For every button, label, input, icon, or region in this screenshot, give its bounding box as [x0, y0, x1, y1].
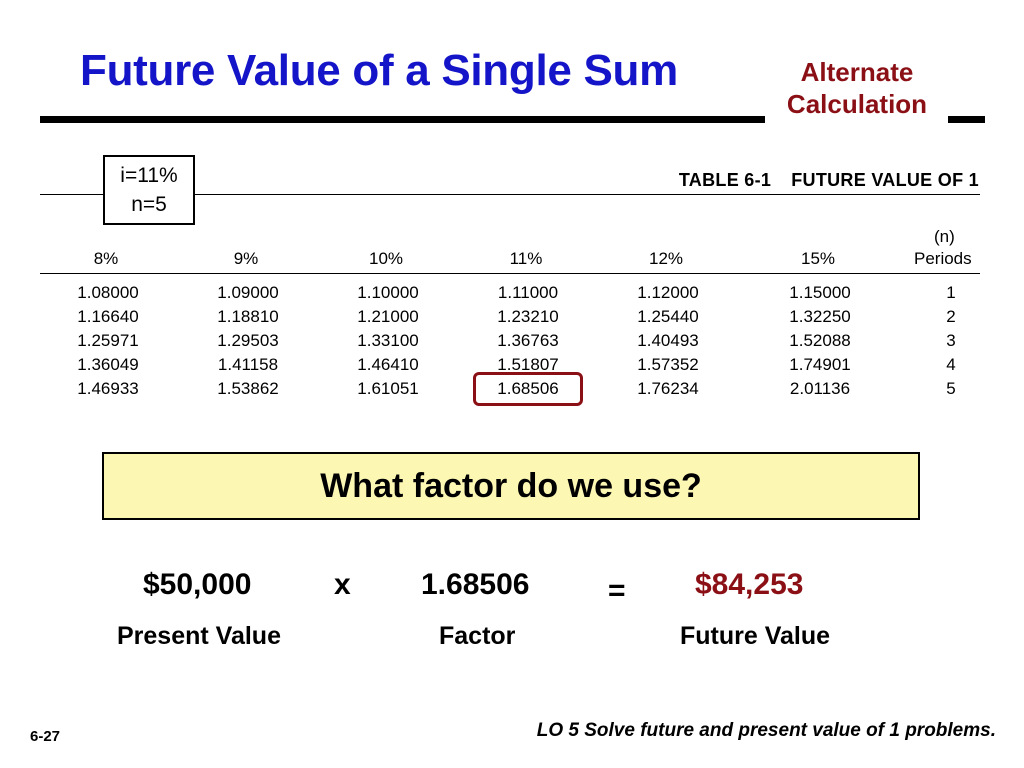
factor-cell: 1.21000	[357, 307, 419, 326]
factor-cell: 1.76234	[637, 379, 699, 398]
factor-cell: 1.51807	[497, 355, 559, 374]
period-cell: 3	[946, 331, 956, 350]
rate-header-9pct: 9%	[233, 249, 259, 268]
factor-cell: 1.18810	[217, 307, 279, 326]
factor-cell: 1.32250	[789, 307, 851, 326]
interest-rate-input: i=11%	[120, 164, 178, 187]
factor-cell: 1.68506	[497, 379, 559, 398]
factor-cell: 1.36049	[77, 355, 139, 374]
factor-cell: 1.29503	[217, 331, 279, 350]
factor-cell: 1.23210	[497, 307, 559, 326]
factor-cell: 1.10000	[357, 283, 419, 302]
future-value-label: Future Value	[680, 622, 831, 650]
period-cell: 2	[946, 307, 956, 326]
selected-factor-highlight	[473, 372, 583, 406]
factor-cell: 1.53862	[217, 379, 279, 398]
factor-value: 1.68506	[421, 568, 530, 601]
period-cell: 5	[946, 379, 956, 398]
factor-cell: 1.08000	[77, 283, 139, 302]
multiply-sign: x	[334, 568, 351, 601]
factor-cell: 1.61051	[357, 379, 419, 398]
table-top-rule	[40, 194, 980, 195]
slide-number: 6-27	[30, 728, 61, 745]
present-value-label: Present Value	[117, 622, 281, 650]
rate-header-12pct: 12%	[648, 249, 684, 268]
alternate-calculation-label: Alternate Calculation	[772, 56, 942, 120]
rate-header-8pct: 8%	[93, 249, 119, 268]
factor-cell: 1.40493	[637, 331, 699, 350]
factor-cell: 1.46933	[77, 379, 139, 398]
table-number: TABLE 6-1	[678, 170, 772, 190]
periods-header: Periods	[914, 249, 972, 268]
question-box: What factor do we use?	[102, 452, 920, 520]
learning-objective: LO 5 Solve future and present value of 1…	[536, 720, 996, 741]
factor-cell: 1.74901	[789, 355, 851, 374]
rate-header-15pct: 15%	[800, 249, 836, 268]
title-underline-right	[948, 116, 985, 123]
table-name: FUTURE VALUE OF 1	[791, 170, 979, 190]
factor-cell: 1.57352	[637, 355, 699, 374]
period-cell: 4	[946, 355, 956, 374]
factor-cell: 1.52088	[789, 331, 851, 350]
table-header-rule	[40, 273, 980, 274]
n-label: (n)	[934, 227, 955, 246]
factor-label: Factor	[439, 622, 516, 650]
factor-cell: 1.11000	[497, 283, 559, 302]
period-cell: 1	[946, 283, 956, 302]
factor-cell: 1.36763	[497, 331, 559, 350]
present-value-amount: $50,000	[143, 568, 252, 601]
factor-cell: 1.41158	[217, 355, 279, 374]
factor-cell: 1.16640	[77, 307, 139, 326]
table-title: TABLE 6-1 FUTURE VALUE OF 1	[679, 170, 979, 191]
rate-header-11pct: 11%	[509, 249, 543, 268]
factor-cell: 2.01136	[789, 379, 851, 398]
factor-cell: 1.12000	[637, 283, 699, 302]
alternate-line-1: Alternate	[800, 57, 914, 87]
factor-cell: 1.25971	[77, 331, 139, 350]
title-underline-left	[40, 116, 765, 123]
factor-cell: 1.33100	[357, 331, 419, 350]
slide-title: Future Value of a Single Sum	[80, 46, 678, 95]
future-value-amount: $84,253	[695, 568, 804, 601]
equals-sign: =	[608, 574, 626, 607]
factor-cell: 1.09000	[217, 283, 279, 302]
periods-input: n=5	[131, 193, 167, 216]
factor-cell: 1.15000	[789, 283, 851, 302]
factor-cell: 1.25440	[637, 307, 699, 326]
factor-cell: 1.46410	[357, 355, 419, 374]
alternate-line-2: Calculation	[786, 89, 928, 119]
rate-header-10pct: 10%	[368, 249, 404, 268]
inputs-box: i=11% n=5	[103, 155, 195, 225]
